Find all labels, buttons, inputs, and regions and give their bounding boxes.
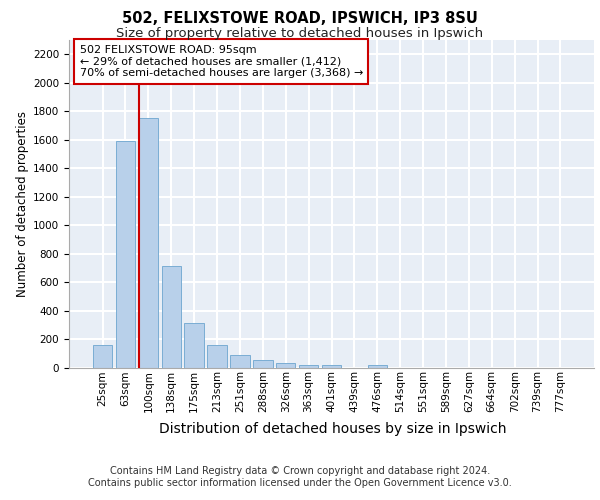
Bar xyxy=(299,364,319,368)
Bar xyxy=(139,118,158,368)
Bar xyxy=(116,141,135,368)
Bar xyxy=(322,364,341,368)
Bar xyxy=(208,344,227,368)
Text: 502 FELIXSTOWE ROAD: 95sqm
← 29% of detached houses are smaller (1,412)
70% of s: 502 FELIXSTOWE ROAD: 95sqm ← 29% of deta… xyxy=(79,45,363,78)
Text: Distribution of detached houses by size in Ipswich: Distribution of detached houses by size … xyxy=(159,422,507,436)
Text: 502, FELIXSTOWE ROAD, IPSWICH, IP3 8SU: 502, FELIXSTOWE ROAD, IPSWICH, IP3 8SU xyxy=(122,11,478,26)
Bar xyxy=(276,363,295,368)
Bar xyxy=(230,355,250,368)
Y-axis label: Number of detached properties: Number of detached properties xyxy=(16,111,29,296)
Text: Size of property relative to detached houses in Ipswich: Size of property relative to detached ho… xyxy=(116,28,484,40)
Bar xyxy=(368,364,387,368)
Bar xyxy=(161,266,181,368)
Text: Contains HM Land Registry data © Crown copyright and database right 2024.
Contai: Contains HM Land Registry data © Crown c… xyxy=(88,466,512,487)
Bar xyxy=(93,344,112,368)
Bar xyxy=(253,360,272,368)
Bar xyxy=(184,322,204,368)
